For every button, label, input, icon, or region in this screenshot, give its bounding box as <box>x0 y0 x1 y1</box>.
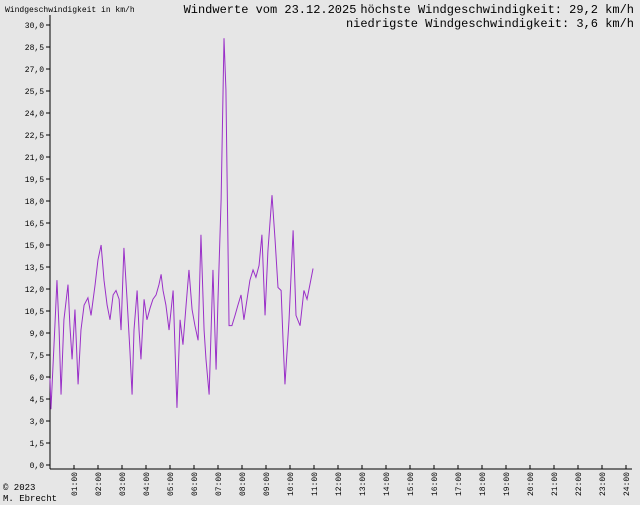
x-tick-label: 05:00 <box>167 472 176 496</box>
wind-line <box>49 38 314 410</box>
y-tick-label: 3,0 <box>30 418 45 427</box>
x-tick-label: 22:00 <box>575 472 584 496</box>
x-tick-label: 12:00 <box>335 472 344 496</box>
x-tick-label: 18:00 <box>479 472 488 496</box>
x-tick-label: 04:00 <box>143 472 152 496</box>
x-tick-label: 13:00 <box>359 472 368 496</box>
y-tick-label: 16,5 <box>25 220 44 229</box>
x-tick-label: 19:00 <box>503 472 512 496</box>
y-tick-label: 7,5 <box>30 352 45 361</box>
y-tick-label: 22,5 <box>25 132 44 141</box>
y-tick-label: 13,5 <box>25 264 44 273</box>
x-tick-label: 15:00 <box>407 472 416 496</box>
x-tick-label: 03:00 <box>119 472 128 496</box>
x-tick-label: 11:00 <box>311 472 320 496</box>
x-tick-label: 09:00 <box>263 472 272 496</box>
x-tick-label: 07:00 <box>215 472 224 496</box>
y-tick-label: 21,0 <box>25 154 44 163</box>
copyright: © 2023 <box>3 483 35 493</box>
x-tick-label: 01:00 <box>71 472 80 496</box>
y-tick-label: 4,5 <box>30 396 45 405</box>
x-tick-label: 06:00 <box>191 472 200 496</box>
author: M. Ebrecht <box>3 494 57 504</box>
x-tick-label: 23:00 <box>599 472 608 496</box>
max-annotation: höchste Windgeschwindigkeit: 29,2 km/h <box>360 3 634 17</box>
y-tick-label: 6,0 <box>30 374 45 383</box>
y-tick-label: 30,0 <box>25 22 44 31</box>
x-tick-label: 16:00 <box>431 472 440 496</box>
y-tick-label: 24,0 <box>25 110 44 119</box>
y-tick-label: 9,0 <box>30 330 45 339</box>
y-axis-label: Windgeschwindigkeit in km/h <box>5 6 135 15</box>
y-tick-label: 19,5 <box>25 176 44 185</box>
y-tick-label: 25,5 <box>25 88 44 97</box>
x-tick-label: 20:00 <box>527 472 536 496</box>
y-tick-label: 1,5 <box>30 440 45 449</box>
min-annotation: niedrigste Windgeschwindigkeit: 3,6 km/h <box>346 17 634 31</box>
x-tick-label: 24:00 <box>623 472 632 496</box>
y-tick-label: 18,0 <box>25 198 44 207</box>
y-tick-label: 10,5 <box>25 308 44 317</box>
x-tick-label: 02:00 <box>95 472 104 496</box>
x-tick-label: 17:00 <box>455 472 464 496</box>
x-tick-label: 21:00 <box>551 472 560 496</box>
x-tick-label: 10:00 <box>287 472 296 496</box>
chart-title: Windwerte vom 23.12.2025 <box>184 3 357 17</box>
x-tick-label: 14:00 <box>383 472 392 496</box>
y-tick-label: 15,0 <box>25 242 44 251</box>
y-tick-label: 27,0 <box>25 66 44 75</box>
y-tick-label: 28,5 <box>25 44 44 53</box>
y-tick-label: 0,0 <box>30 462 45 471</box>
y-tick-label: 12,0 <box>25 286 44 295</box>
x-tick-label: 08:00 <box>239 472 248 496</box>
